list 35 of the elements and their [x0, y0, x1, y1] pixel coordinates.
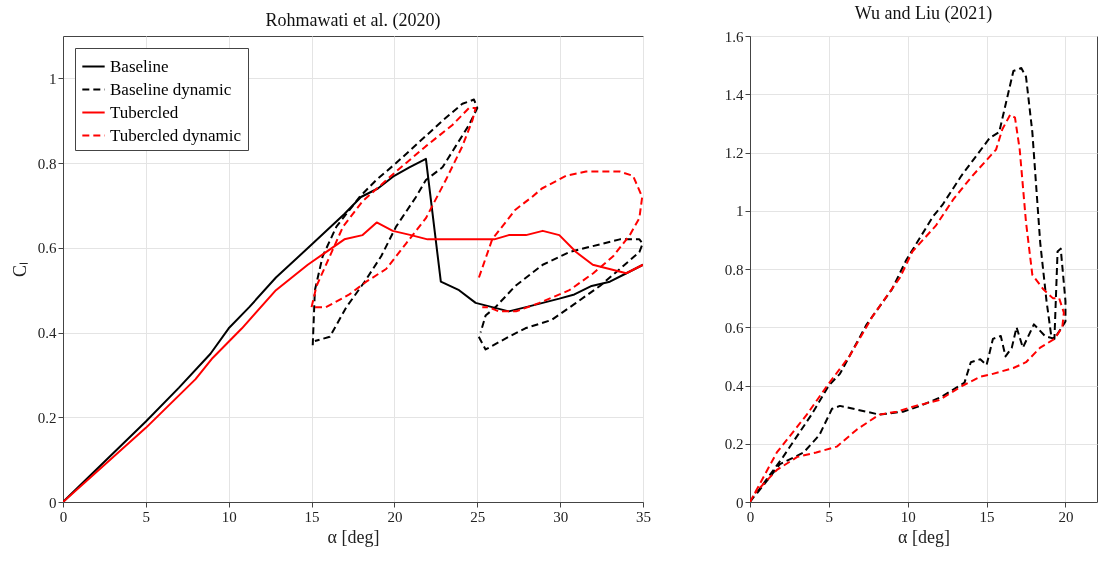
x-tick-label: 15	[304, 508, 320, 525]
y-tick-label: 1.4	[724, 86, 744, 103]
y-tick-label: 1.6	[724, 28, 744, 45]
x-tick-label: 10	[221, 508, 237, 525]
x-axis-title: α [deg]	[327, 526, 380, 547]
y-tick-label: 0.2	[724, 436, 744, 453]
x-axis-title: α [deg]	[898, 526, 950, 547]
y-tick-label: 0.6	[37, 240, 57, 257]
legend-label: Tubercled	[110, 102, 179, 122]
y-tick-label: 0.6	[724, 319, 744, 336]
y-tick-label: 1	[49, 70, 57, 87]
legend-label: Baseline	[110, 56, 169, 76]
x-tick-label: 35	[636, 508, 651, 525]
x-tick-label: 30	[553, 508, 569, 525]
y-tick-label: 0	[49, 494, 57, 511]
y-tick-label: 0.4	[37, 325, 57, 342]
x-tick-label: 20	[1058, 508, 1074, 525]
x-tick-label: 5	[142, 508, 151, 525]
y-tick-label: 0.8	[724, 261, 744, 278]
y-axis-title: Cₗ	[9, 261, 30, 278]
x-tick-label: 5	[825, 508, 834, 525]
chart-title: Rohmawati et al. (2020)	[265, 10, 441, 31]
x-tick-label: 20	[387, 508, 403, 525]
y-tick-label: 1.2	[724, 145, 744, 161]
y-tick-label: 1	[736, 203, 744, 220]
legend-label: Baseline dynamic	[110, 79, 232, 99]
x-tick-label: 10	[900, 508, 916, 525]
legend-label: Tubercled dynamic	[110, 125, 242, 145]
x-tick-label: 15	[979, 508, 995, 525]
chart-title: Wu and Liu (2021)	[854, 3, 993, 24]
y-tick-label: 0.8	[37, 155, 57, 172]
x-tick-label: 25	[470, 508, 486, 525]
y-tick-label: 0.2	[37, 409, 57, 426]
y-tick-label: 0	[736, 494, 744, 511]
y-tick-label: 0.4	[724, 378, 744, 394]
